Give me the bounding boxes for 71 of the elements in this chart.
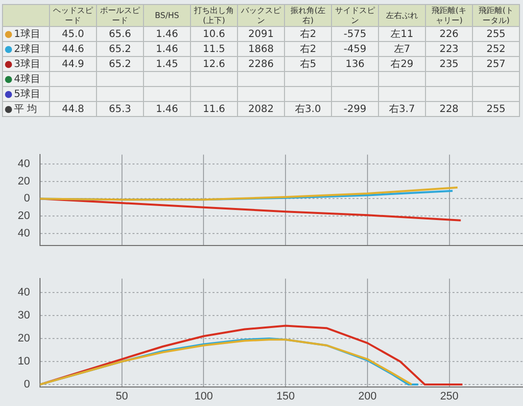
text: 右2: [300, 44, 316, 55]
text: 228: [439, 104, 459, 114]
text: 左11: [390, 29, 414, 40]
x-tick-label: 振れ角(左右): [284, 4, 332, 26]
y-tick-label: 1球目: [2, 26, 50, 42]
text: 11.5: [202, 44, 226, 54]
text: 左7: [394, 44, 410, 55]
text: 65.3: [108, 104, 132, 114]
text: 65.2: [108, 58, 132, 70]
y-tick-label: 20: [18, 175, 30, 188]
text: 2286: [248, 58, 274, 70]
y-tick-label: 0: [24, 192, 30, 205]
y-tick-label: 2球目: [2, 42, 50, 56]
text: 12.6: [202, 58, 226, 70]
text: -459: [344, 44, 366, 54]
x-tick-label: BS/HS: [144, 4, 190, 26]
text: 44.6: [62, 44, 84, 54]
text: 1868: [248, 44, 274, 54]
text: 65.6: [108, 28, 132, 40]
text: 44.9: [62, 58, 84, 70]
text: 44.8: [62, 104, 84, 114]
y-tick-label: 20: [18, 332, 30, 344]
text: 右29: [390, 59, 414, 70]
text: -299: [344, 104, 366, 114]
text: 136: [345, 58, 365, 70]
x-tick-label: 打ち出し角(上下): [190, 4, 238, 26]
text: 252: [486, 44, 506, 54]
text: 226: [439, 28, 459, 40]
x-tick-label: 飛距離(キャリー): [426, 4, 472, 26]
x-tick-label: バックスピン: [238, 4, 284, 26]
y-tick-label: 20: [18, 210, 30, 222]
x-tick-label: 左右ぶれ: [378, 4, 426, 26]
x-tick-label: ボールスピード: [96, 4, 144, 26]
y-tick-label: 10: [18, 356, 30, 368]
text: 2091: [248, 28, 274, 40]
text: 255: [486, 104, 506, 114]
y-tick-label: 30: [18, 309, 30, 322]
text: 右3.7: [389, 104, 415, 115]
y-tick-label: 4球目: [2, 72, 50, 86]
text: 右2: [300, 29, 316, 40]
text: 255: [486, 28, 506, 40]
text: 2082: [248, 104, 274, 114]
x-tick-label: ヘッドスピード: [50, 4, 96, 26]
text: 1.46: [156, 44, 178, 54]
text: 右3.0: [295, 104, 321, 115]
x-tick-label: 50: [116, 390, 128, 402]
text: 右5: [300, 59, 316, 70]
text: 45.0: [62, 28, 84, 40]
text: 1.46: [156, 104, 178, 114]
y-tick-label: 3球目: [2, 56, 50, 72]
x-tick-label: 150: [276, 390, 295, 402]
text: 1.46: [156, 28, 178, 40]
text: 10.6: [202, 28, 226, 40]
y-tick-label: 40: [18, 227, 30, 240]
y-tick-label: 5球目: [2, 86, 50, 102]
x-tick-label: サイドスピン: [332, 4, 378, 26]
y-tick-label: 平 均: [2, 102, 50, 116]
y-tick-label: 0: [24, 378, 30, 391]
text: 11.6: [202, 104, 226, 114]
text: 257: [486, 58, 506, 70]
text: 235: [439, 58, 459, 70]
y-tick-label: 40: [18, 286, 30, 298]
x-tick-label: 200: [358, 390, 377, 402]
text: 65.2: [108, 44, 132, 54]
text: 1.45: [156, 58, 178, 70]
x-tick-label: 飛距離(トータル): [472, 4, 520, 26]
x-tick-label: 250: [440, 390, 458, 402]
x-tick-label: 100: [194, 390, 213, 402]
y-tick-label: 40: [18, 158, 30, 170]
text: -575: [344, 28, 366, 40]
text: 223: [439, 44, 459, 54]
